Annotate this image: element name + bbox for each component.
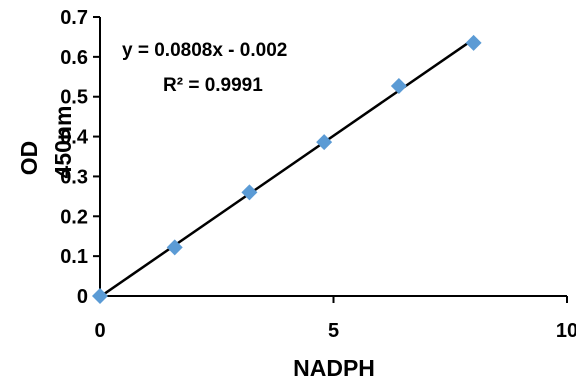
trendline-layer	[99, 38, 475, 298]
y-tick-label: 0.1	[60, 246, 88, 268]
r-squared-annotation: R² = 0.9991	[163, 75, 263, 96]
y-axis-label-subscript: 450nm	[50, 106, 76, 179]
x-tick-label: 0	[94, 320, 105, 342]
equation-annotation: y = 0.0808x - 0.002	[122, 40, 287, 61]
y-tick-label: 0	[77, 286, 88, 308]
x-axis-label: NADPH	[293, 355, 375, 378]
y-tick-label: 0.5	[60, 87, 88, 109]
data-point-diamond	[241, 184, 258, 201]
y-tick-label: 0.2	[60, 206, 88, 228]
x-tick-label: 10	[556, 320, 576, 342]
y-axis-label-main: OD	[16, 141, 42, 176]
x-tick-label: 5	[328, 320, 339, 342]
data-point-diamond	[465, 34, 482, 51]
data-point-diamond	[92, 288, 108, 304]
data-points-layer	[92, 34, 482, 304]
data-point-diamond	[166, 239, 183, 256]
y-tick-label: 0.7	[60, 7, 88, 29]
data-point-diamond	[390, 77, 407, 94]
y-tick-label: 0.4	[60, 127, 89, 149]
data-point-diamond	[316, 134, 333, 151]
y-tick-label: 0.6	[60, 47, 88, 69]
y-tick-label: 0.3	[60, 166, 88, 188]
linear-trendline	[99, 38, 475, 298]
